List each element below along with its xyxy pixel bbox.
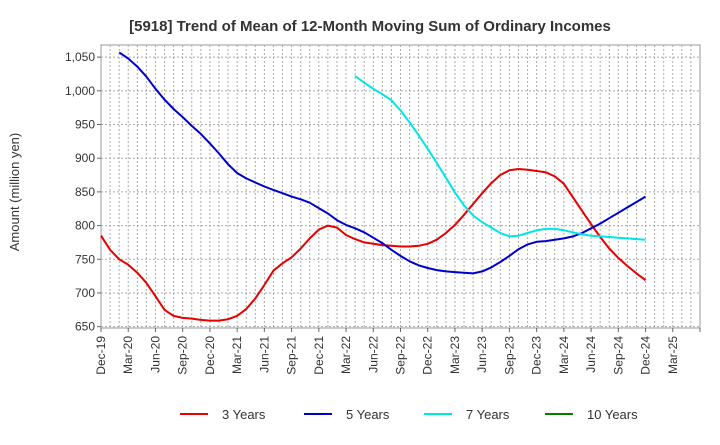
grid-layer bbox=[100, 44, 701, 329]
y-axis-label: Amount (million yen) bbox=[7, 133, 22, 252]
x-tick-label: Jun-22 bbox=[366, 336, 380, 373]
series-line-5-years bbox=[118, 51, 647, 275]
x-tick-label: Mar-21 bbox=[230, 336, 244, 374]
x-tick-label: Mar-23 bbox=[448, 336, 462, 374]
y-tick-label: 700 bbox=[75, 286, 95, 300]
legend-label-3-years: 3 Years bbox=[222, 407, 266, 422]
x-tick-label: Dec-24 bbox=[639, 336, 653, 375]
series-line-7-years bbox=[354, 75, 646, 241]
legend: 3 Years 5 Years 7 Years 10 Years bbox=[180, 407, 638, 422]
x-tick-label: Mar-22 bbox=[339, 336, 353, 374]
x-tick-label: Sep-22 bbox=[394, 336, 408, 375]
x-tick-label: Jun-24 bbox=[584, 336, 598, 373]
y-tick-label: 900 bbox=[75, 151, 95, 165]
legend-label-10-years: 10 Years bbox=[587, 407, 638, 422]
x-tick-label: Dec-19 bbox=[94, 336, 108, 375]
y-tick-label: 650 bbox=[75, 320, 95, 334]
x-tick-label: Dec-22 bbox=[421, 336, 435, 375]
x-tick-label: Jun-21 bbox=[257, 336, 271, 373]
x-tick-label: Sep-21 bbox=[285, 336, 299, 375]
y-tick-label: 800 bbox=[75, 219, 95, 233]
x-tick-label: Mar-25 bbox=[666, 336, 680, 374]
y-tick-label: 950 bbox=[75, 118, 95, 132]
x-tick-label: Sep-23 bbox=[502, 336, 516, 375]
x-tick-label: Dec-23 bbox=[530, 336, 544, 375]
y-tick-label: 750 bbox=[75, 252, 95, 266]
x-tick-label: Dec-20 bbox=[203, 336, 217, 375]
x-tick-label: Dec-21 bbox=[312, 336, 326, 375]
x-tick-label: Mar-20 bbox=[121, 336, 135, 374]
x-tick-label: Jun-23 bbox=[475, 336, 489, 373]
series-line-3-years bbox=[100, 168, 647, 322]
axis-layer: 650 700 750 800 850 900 950 1,000 1,050 Dec-19 Mar… bbox=[65, 50, 701, 375]
y-tick-label: 1,000 bbox=[65, 84, 95, 98]
x-tick-label: Sep-24 bbox=[611, 336, 625, 375]
legend-label-7-years: 7 Years bbox=[466, 407, 510, 422]
series-layer bbox=[100, 51, 647, 322]
y-tick-label: 850 bbox=[75, 185, 95, 199]
y-tick-label: 1,050 bbox=[65, 50, 95, 64]
x-tick-label: Jun-20 bbox=[148, 336, 162, 373]
legend-label-5-years: 5 Years bbox=[346, 407, 390, 422]
x-tick-label: Mar-24 bbox=[557, 336, 571, 374]
x-tick-label: Sep-20 bbox=[176, 336, 190, 375]
chart-title: [5918] Trend of Mean of 12-Month Moving … bbox=[129, 18, 611, 35]
